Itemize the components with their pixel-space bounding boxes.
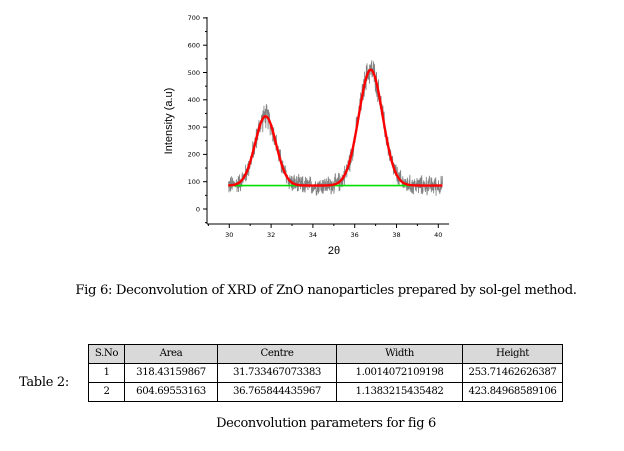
x-tick-label: 40 (434, 231, 442, 239)
measured-xrd-series (227, 60, 443, 196)
cell-sno: 1 (88, 363, 125, 383)
header-height: Height (462, 344, 563, 364)
header-area: Area (124, 344, 218, 364)
x-tick-label: 34 (309, 231, 317, 239)
y-tick-label: 200 (188, 151, 200, 159)
x-axis-ticks: 30 32 34 36 38 40 (207, 224, 442, 239)
header-width: Width (336, 344, 463, 364)
plot-area (227, 60, 444, 196)
cell-width: 1.1383215435482 (336, 382, 463, 402)
y-tick-label: 100 (188, 178, 200, 186)
y-tick-label: 500 (188, 69, 200, 77)
x-tick-label: 36 (351, 231, 359, 239)
cell-height: 423.84968589106 (462, 382, 563, 402)
header-sno: S.No (88, 344, 125, 364)
y-axis-ticks: 0 100 200 300 400 500 600 700 (188, 14, 207, 224)
y-tick-label: 400 (188, 96, 200, 104)
y-tick-label: 0 (196, 205, 200, 213)
x-axis-title: 2θ (328, 245, 340, 257)
x-tick-label: 30 (225, 231, 233, 239)
figure-caption: Fig 6: Deconvolution of XRD of ZnO nanop… (75, 283, 577, 298)
deconvolution-parameters-table: S.No Area Centre Width Height 1 318.4315… (88, 344, 563, 402)
cell-width: 1.0014072109198 (336, 363, 463, 383)
y-axis-title: Intensity (a.u) (163, 88, 175, 155)
table-header-row: S.No Area Centre Width Height (88, 344, 563, 364)
table-caption: Deconvolution parameters for fig 6 (216, 416, 436, 431)
cell-area: 318.43159867 (124, 363, 218, 383)
y-tick-label: 700 (188, 14, 200, 22)
cell-height: 253.71462626387 (462, 363, 563, 383)
cell-area: 604.69553163 (124, 382, 218, 402)
y-tick-label: 300 (188, 123, 200, 131)
xrd-chart: 0 100 200 300 400 500 600 700 30 32 34 36 38 40 Inte… (163, 14, 449, 257)
table-row: 1 318.43159867 31.733467073383 1.0014072… (88, 363, 563, 383)
gaussian-fit-series (227, 68, 444, 187)
x-tick-label: 38 (392, 231, 400, 239)
cell-sno: 2 (88, 382, 125, 402)
cell-centre: 31.733467073383 (217, 363, 337, 383)
x-tick-label: 32 (267, 231, 275, 239)
cell-centre: 36.765844435967 (217, 382, 337, 402)
y-tick-label: 600 (188, 42, 200, 50)
header-centre: Centre (217, 344, 337, 364)
table-label: Table 2: (19, 375, 69, 390)
table-row: 2 604.69553163 36.765844435967 1.1383215… (88, 382, 563, 402)
